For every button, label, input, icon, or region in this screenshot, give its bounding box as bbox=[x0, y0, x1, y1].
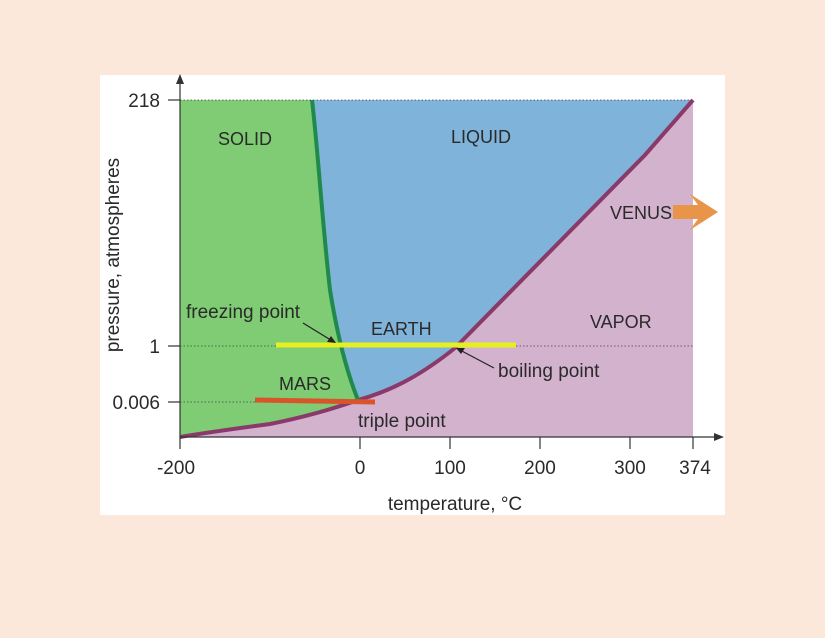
y-tick-label-218: 218 bbox=[128, 91, 160, 112]
x-tick-label--200: -200 bbox=[157, 458, 195, 479]
freezing-point-pointer bbox=[302, 322, 335, 343]
mars-line bbox=[254, 397, 376, 405]
x-tick-label-100: 100 bbox=[434, 458, 466, 479]
y-tick-label-0006: 0.006 bbox=[112, 393, 160, 414]
vaporization-sublimation-curve bbox=[179, 98, 695, 439]
solid-region-label: SOLID bbox=[218, 129, 272, 149]
earth-label: EARTH bbox=[371, 319, 432, 339]
y-axis-title: pressure, atmospheres bbox=[103, 158, 124, 352]
melting-curve bbox=[310, 99, 360, 401]
freezing-point-label: freezing point bbox=[186, 302, 301, 323]
x-tick-label-200: 200 bbox=[524, 458, 556, 479]
venus-arrow bbox=[673, 194, 718, 230]
boiling-point-pointer-head bbox=[456, 348, 465, 354]
x-tick-label-374: 374 bbox=[679, 458, 711, 479]
x-axis-title: temperature, °C bbox=[388, 494, 522, 515]
x-tick-label-300: 300 bbox=[614, 458, 646, 479]
mars-label: MARS bbox=[279, 374, 331, 394]
venus-label: VENUS bbox=[610, 203, 672, 223]
liquid-region-label: LIQUID bbox=[451, 127, 511, 147]
boiling-point-label: boiling point bbox=[498, 361, 600, 382]
vapor-region-label: VAPOR bbox=[590, 312, 652, 332]
boiling-point-pointer bbox=[457, 348, 495, 369]
solid-region bbox=[180, 100, 358, 437]
y-tick-label-1: 1 bbox=[149, 337, 160, 358]
vapor-region bbox=[180, 100, 693, 437]
triple-point-label: triple point bbox=[358, 411, 446, 432]
liquid-region bbox=[312, 100, 693, 400]
freezing-point-pointer-head bbox=[327, 336, 336, 343]
x-tick-label-0: 0 bbox=[355, 458, 366, 479]
x-axis-arrowhead bbox=[714, 433, 724, 441]
y-axis-arrowhead bbox=[176, 74, 184, 84]
